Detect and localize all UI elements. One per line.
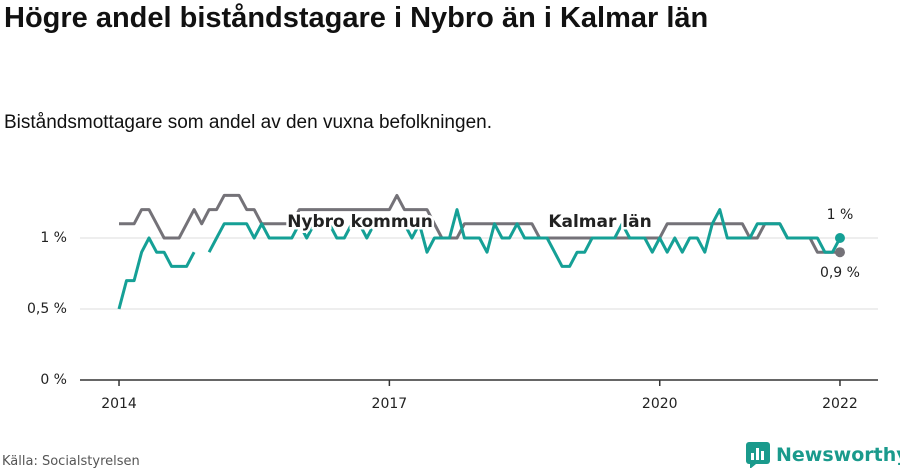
end-label: 1 % — [827, 207, 854, 223]
brand-name: Newsworthy — [776, 444, 900, 466]
y-tick-label: 1 % — [40, 230, 67, 246]
series-line — [117, 208, 842, 310]
brand: Newsworthy — [746, 442, 900, 468]
y-tick-label: 0,5 % — [27, 301, 67, 317]
chart-title: Högre andel biståndstagare i Nybro än i … — [4, 2, 709, 34]
y-tick-label: 0 % — [40, 372, 67, 388]
series-label: Kalmar län — [548, 212, 651, 232]
series-line — [119, 193, 840, 254]
source: Källa: Socialstyrelsen — [2, 454, 140, 469]
x-tick-label: 2020 — [642, 396, 678, 412]
end-point — [834, 233, 845, 243]
x-tick-label: 2017 — [372, 396, 408, 412]
x-tick-label: 2022 — [822, 396, 858, 412]
end-label: 0,9 % — [820, 265, 860, 281]
x-tick-label: 2014 — [101, 396, 137, 412]
brand-logo — [746, 442, 770, 468]
end-point — [834, 247, 845, 258]
chart-subtitle: Biståndsmottagare som andel av den vuxna… — [4, 112, 492, 133]
series-label: Nybro kommun — [287, 212, 433, 232]
